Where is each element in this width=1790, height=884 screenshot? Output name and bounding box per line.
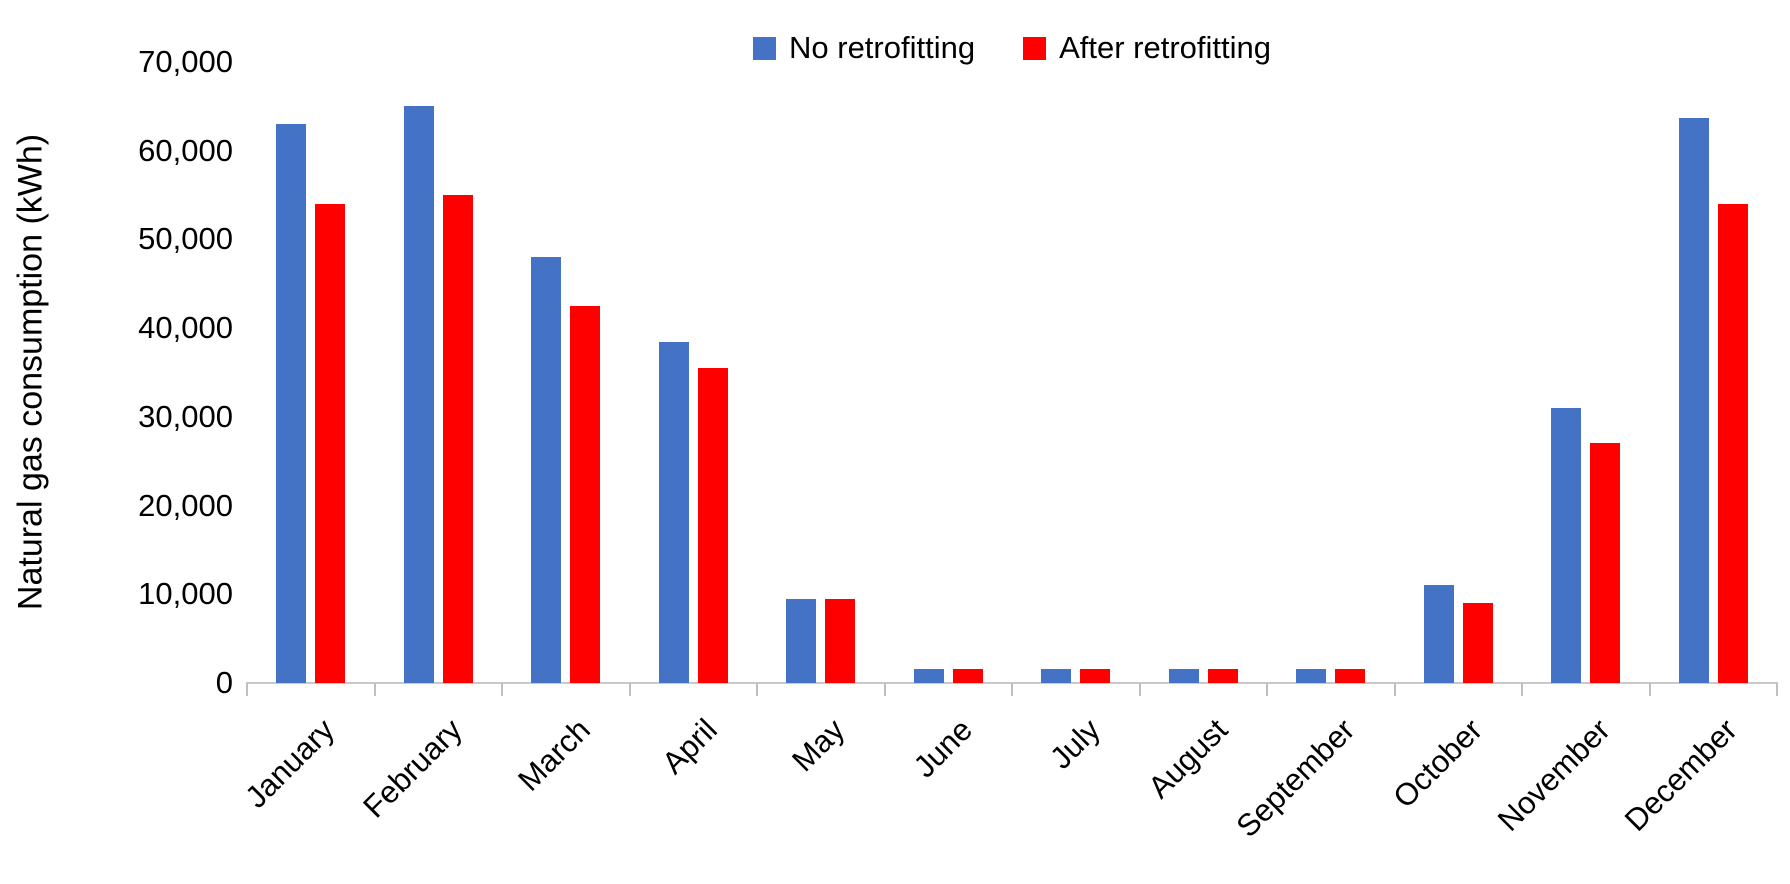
y-axis-title: Natural gas consumption (kWh)	[11, 133, 50, 611]
bar-after-retrofitting-january	[315, 204, 345, 683]
bar-after-retrofitting-october	[1463, 603, 1493, 683]
bar-no-retrofitting-january	[276, 124, 306, 683]
bar-after-retrofitting-july	[1080, 669, 1110, 683]
x-axis-tick	[246, 683, 248, 696]
y-tick-label-50-000: 50,000	[138, 221, 233, 257]
y-tick-label-70-000: 70,000	[138, 44, 233, 79]
bar-after-retrofitting-june	[953, 669, 983, 683]
bar-after-retrofitting-november	[1590, 443, 1620, 683]
y-tick-label-10-000: 10,000	[138, 576, 233, 612]
x-axis-label-january: January	[238, 712, 342, 815]
x-axis-label-november: November	[1490, 712, 1617, 838]
legend-label-after-retrofitting: After retrofitting	[1059, 30, 1271, 65]
y-tick-label-40-000: 40,000	[138, 310, 233, 346]
x-axis-label-june: June	[906, 712, 979, 785]
x-axis-tick	[1393, 683, 1396, 696]
x-axis-tick	[756, 683, 758, 696]
y-tick-label-30-000: 30,000	[138, 398, 233, 434]
x-axis-tick	[1521, 683, 1523, 696]
x-axis-label-august: August	[1141, 712, 1234, 805]
bar-no-retrofitting-november	[1551, 408, 1581, 683]
bar-after-retrofitting-may	[825, 599, 855, 683]
legend-marker-after-retrofitting	[1023, 36, 1047, 60]
legend-item-after-retrofitting: After retrofitting	[1023, 30, 1271, 66]
x-axis-label-april: April	[655, 712, 724, 781]
x-axis-label-may: May	[785, 712, 852, 779]
bar-no-retrofitting-may	[786, 599, 816, 683]
bar-no-retrofitting-august	[1169, 669, 1199, 683]
x-axis-tick	[628, 683, 631, 696]
x-axis-tick	[1138, 683, 1141, 696]
bar-no-retrofitting-april	[659, 342, 689, 683]
x-axis-label-september: September	[1229, 712, 1362, 844]
x-axis-tick	[501, 683, 503, 696]
x-axis-label-february: February	[356, 712, 469, 825]
x-axis-label-march: March	[510, 712, 597, 798]
y-tick-label-0: 0	[215, 665, 233, 700]
bar-after-retrofitting-december	[1718, 204, 1748, 683]
x-axis-tick	[373, 683, 376, 696]
legend-marker-no-retrofitting	[753, 36, 776, 60]
x-axis-label-july: July	[1042, 712, 1107, 776]
bar-no-retrofitting-october	[1424, 585, 1454, 683]
bar-no-retrofitting-march	[531, 257, 561, 683]
x-axis-tick	[1266, 683, 1268, 696]
bar-no-retrofitting-july	[1041, 669, 1071, 683]
bar-no-retrofitting-december	[1679, 118, 1709, 683]
x-axis-tick	[1011, 683, 1013, 696]
bar-no-retrofitting-february	[404, 106, 434, 683]
bar-no-retrofitting-september	[1296, 669, 1326, 683]
y-tick-label-60-000: 60,000	[138, 132, 233, 168]
x-axis-tick	[1776, 683, 1778, 696]
legend-label-no-retrofitting: No retrofitting	[789, 30, 976, 65]
bar-after-retrofitting-february	[443, 195, 473, 683]
legend: No retrofitting After retrofitting	[753, 30, 1271, 66]
x-axis-tick	[883, 683, 886, 696]
x-axis-label-december: December	[1618, 712, 1744, 838]
bar-after-retrofitting-august	[1208, 669, 1238, 683]
legend-item-no-retrofitting: No retrofitting	[753, 30, 975, 66]
bar-after-retrofitting-march	[570, 306, 600, 683]
bar-after-retrofitting-april	[698, 368, 728, 683]
x-axis-label-october: October	[1386, 712, 1489, 815]
y-tick-label-20-000: 20,000	[138, 487, 233, 523]
x-axis-tick	[1648, 683, 1651, 696]
bar-no-retrofitting-june	[914, 669, 944, 683]
bar-after-retrofitting-september	[1335, 669, 1365, 683]
